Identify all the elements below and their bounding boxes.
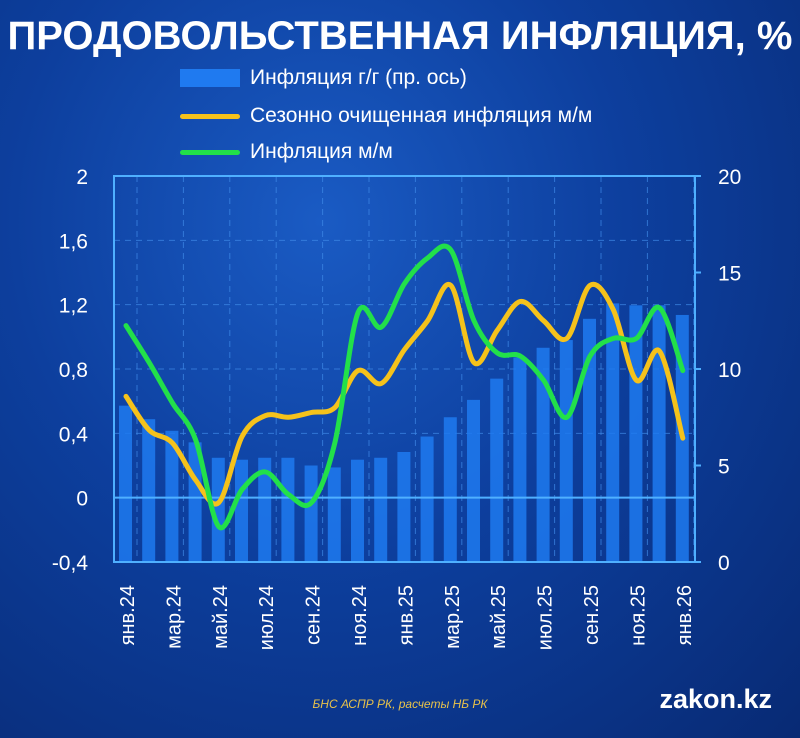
x-axis-tick-label: ноя.24 <box>349 585 371 646</box>
bar-yoy <box>443 417 457 562</box>
bar-yoy <box>652 305 666 562</box>
bar-yoy <box>327 467 341 562</box>
chart-title: ПРОДОВОЛЬСТВЕННАЯ ИНФЛЯЦИЯ, % <box>7 14 793 58</box>
legend-item-mom: Инфляция м/м <box>180 140 393 164</box>
bar-yoy <box>420 436 434 562</box>
x-axis-tick-label: май.24 <box>210 585 232 649</box>
bar-yoy <box>583 318 596 562</box>
right-axis-tick-label: 5 <box>718 456 730 479</box>
x-axis-tick-label: янв.25 <box>395 585 417 645</box>
x-axis-tick-label: янв.26 <box>674 585 696 645</box>
left-axis-tick-label: 1,2 <box>59 295 88 318</box>
x-axis-tick-label: мар.24 <box>163 585 185 649</box>
plot-frame <box>113 175 696 563</box>
logo: zakon.kz <box>659 684 772 714</box>
right-axis-tick-label: 10 <box>718 359 741 382</box>
bar-yoy <box>211 457 225 562</box>
legend-bar-swatch <box>180 69 240 87</box>
legend-label: Инфляция м/м <box>250 140 393 163</box>
left-axis-tick-label: -0,4 <box>52 552 89 575</box>
bar-yoy <box>513 357 527 562</box>
right-axis-tick-label: 15 <box>718 263 741 286</box>
bar-yoy <box>397 451 411 562</box>
bar-yoy <box>351 459 364 562</box>
left-axis-tick-label: 1,6 <box>59 230 88 253</box>
bar-yoy <box>374 457 388 562</box>
x-axis-tick-label: июл.25 <box>535 585 557 650</box>
left-axis-tick-label: 2 <box>76 166 88 189</box>
bar-yoy <box>536 347 550 562</box>
bar-yoy <box>281 457 295 562</box>
left-axis-tick-label: 0,8 <box>59 359 88 382</box>
right-axis-tick-label: 20 <box>718 166 741 189</box>
source-note: БНС АСПР РК, расчеты НБ РК <box>312 697 488 711</box>
bar-yoy <box>258 457 272 562</box>
x-axis-tick-label: мар.25 <box>442 585 464 649</box>
legend-label: Инфляция г/г (пр. ось) <box>250 66 467 89</box>
legend-line-swatch <box>180 149 240 155</box>
bar-yoy <box>490 378 504 562</box>
bar-yoy <box>119 405 132 562</box>
bar-yoy <box>142 419 156 562</box>
x-axis-tick-label: ноя.25 <box>627 585 649 646</box>
bar-yoy <box>467 399 480 562</box>
legend-line-swatch <box>180 113 240 119</box>
bar-yoy <box>559 340 573 562</box>
x-axis-tick-label: май.25 <box>488 585 510 649</box>
left-axis-tick-label: 0 <box>76 488 88 511</box>
legend-item-sa-mom: Сезонно очищенная инфляция м/м <box>180 104 592 128</box>
legend-label: Сезонно очищенная инфляция м/м <box>250 104 593 127</box>
bar-yoy <box>165 430 179 562</box>
left-axis-tick-label: 0,4 <box>59 423 89 446</box>
right-axis-tick-label: 0 <box>718 552 730 575</box>
bar-yoy <box>235 459 248 562</box>
bar-yoy <box>304 465 318 562</box>
x-axis-tick-label: сен.24 <box>303 585 325 645</box>
x-axis-tick-label: июл.24 <box>256 585 278 650</box>
legend-item-yoy: Инфляция г/г (пр. ось) <box>180 66 467 90</box>
x-axis-tick-label: сен.25 <box>581 585 603 645</box>
bar-yoy <box>629 305 643 562</box>
line-sa-mom <box>123 281 686 507</box>
x-axis-tick-label: янв.24 <box>117 585 139 645</box>
